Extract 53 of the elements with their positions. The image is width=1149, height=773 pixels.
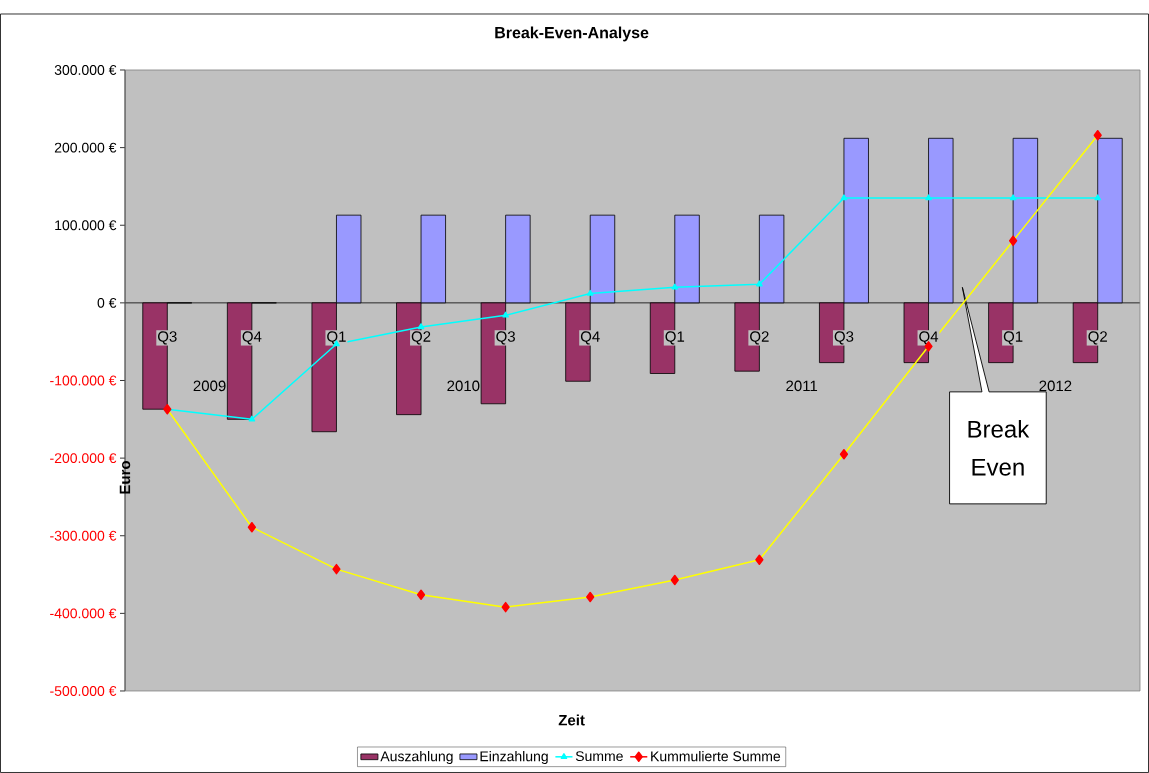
point bbox=[248, 415, 256, 422]
legend-label: Einzahlung bbox=[480, 750, 548, 765]
x-tick-label: Q2 bbox=[411, 331, 431, 345]
point bbox=[670, 574, 679, 586]
point bbox=[756, 280, 763, 287]
point bbox=[247, 521, 256, 533]
x-tick-label: Q1 bbox=[665, 331, 685, 345]
point bbox=[840, 194, 848, 201]
x-tick-label: Q3 bbox=[496, 331, 515, 345]
point bbox=[417, 323, 425, 330]
point bbox=[755, 554, 764, 566]
point bbox=[1009, 194, 1017, 201]
chart-title: Break-Even-Analyse bbox=[495, 26, 649, 42]
point bbox=[925, 194, 932, 201]
point bbox=[1094, 194, 1102, 201]
x-tick-label: Q4 bbox=[919, 331, 939, 345]
point bbox=[586, 591, 595, 603]
y-tick-label: -300.000 € bbox=[50, 530, 117, 541]
x-tick-label: Q1 bbox=[1003, 331, 1023, 345]
legend-label: Auszahlung bbox=[380, 750, 453, 765]
x-tick-label: Q2 bbox=[1088, 331, 1107, 345]
point bbox=[1008, 235, 1018, 247]
y-tick-label: 100.000 € bbox=[55, 220, 117, 231]
legend-label: Kummulierte Summe bbox=[651, 750, 781, 762]
point bbox=[416, 589, 426, 600]
x-tick-label: Q3 bbox=[158, 331, 177, 345]
point bbox=[586, 289, 594, 296]
annotation: Break Even bbox=[968, 420, 1030, 476]
point bbox=[332, 563, 341, 575]
annotation: 2009 bbox=[193, 380, 226, 392]
y-tick-label: -500.000 € bbox=[50, 686, 117, 696]
point bbox=[1093, 129, 1102, 141]
x-tick-label: Q4 bbox=[242, 331, 262, 345]
y-tick-label: 300.000 € bbox=[54, 65, 117, 75]
x-tick-label: Q4 bbox=[580, 331, 600, 345]
y-axis-title: Euro bbox=[119, 460, 131, 494]
annotation: 2010 bbox=[447, 380, 480, 392]
x-tick-label: Q3 bbox=[834, 331, 854, 345]
point bbox=[671, 283, 679, 290]
point bbox=[502, 311, 509, 318]
point bbox=[501, 601, 510, 613]
x-tick-label: Q1 bbox=[327, 331, 346, 345]
y-tick-label: -200.000 € bbox=[50, 453, 117, 464]
y-tick-label: -100.000 € bbox=[50, 375, 117, 386]
annotation: 2011 bbox=[786, 380, 818, 392]
y-tick-label: -400.000 € bbox=[50, 608, 117, 619]
legend-label: Summe bbox=[575, 751, 623, 762]
point bbox=[839, 448, 849, 460]
annotation: 2012 bbox=[1039, 380, 1072, 392]
x-axis-title: Zeit bbox=[558, 714, 585, 726]
y-tick-label: 200.000 € bbox=[54, 142, 117, 153]
x-tick-label: Q2 bbox=[750, 331, 769, 345]
y-tick-label: 0 € bbox=[97, 297, 117, 308]
